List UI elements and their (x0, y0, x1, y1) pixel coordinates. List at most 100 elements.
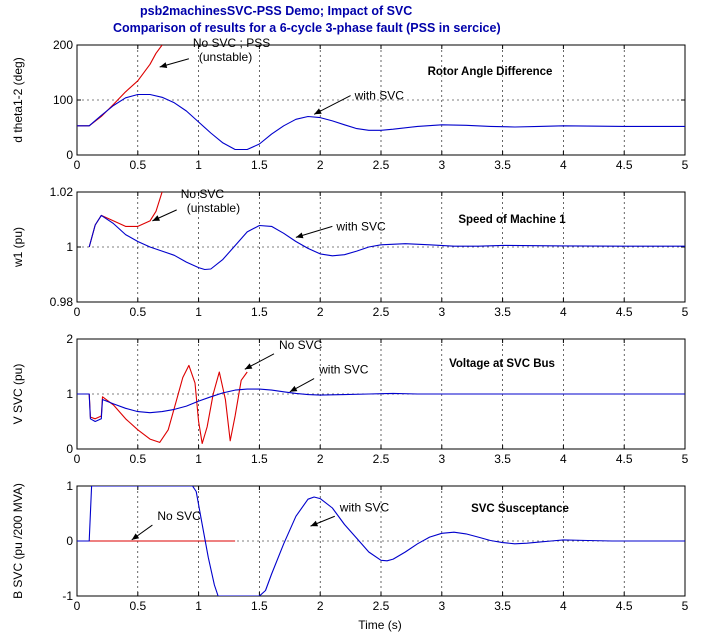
annotation-text: with SVC (354, 89, 405, 103)
y-axis-label: B SVC (pu /200 MVA) (11, 483, 25, 599)
x-tick-label: 5 (682, 599, 689, 613)
x-tick-label: 2.5 (373, 158, 390, 172)
y-tick-label: 2 (66, 332, 73, 346)
annotation-arrow-head (310, 520, 319, 527)
annotation-arrow-head (244, 363, 253, 370)
y-axis-label: d theta1-2 (deg) (11, 57, 25, 142)
x-tick-label: 3.5 (494, 599, 511, 613)
x-tick-label: 0 (74, 452, 81, 466)
annotation-arrow-head (289, 385, 298, 392)
x-tick-label: 1 (195, 158, 202, 172)
series-line-with-svc (77, 388, 685, 423)
annotation-arrow-head (295, 232, 304, 239)
series-line-with-svc (77, 93, 685, 151)
panel-title: Speed of Machine 1 (458, 214, 566, 226)
x-tick-label: 0 (74, 599, 81, 613)
x-tick-label: 3.5 (494, 158, 511, 172)
annotation-arrow-head (159, 62, 168, 68)
x-tick-label: 4.5 (616, 305, 633, 319)
y-tick-label: 0 (66, 442, 73, 456)
x-tick-label: 0 (74, 158, 81, 172)
y-tick-label: 0 (66, 148, 73, 162)
annotation-arrow-head (131, 533, 140, 540)
y-tick-label: 1 (66, 240, 73, 254)
x-tick-label: 0.5 (129, 305, 146, 319)
x-tick-label: 1 (195, 599, 202, 613)
annotation-text: (unstable) (187, 201, 240, 215)
annotation-text: with SVC (318, 363, 369, 377)
x-tick-label: 1 (195, 305, 202, 319)
y-tick-label: 100 (53, 93, 73, 107)
x-tick-label: 0 (74, 305, 81, 319)
x-tick-label: 2.5 (373, 599, 390, 613)
annotation-text: No SVC (279, 338, 323, 352)
annotation-text: (unstable) (199, 50, 252, 64)
x-tick-label: 5 (682, 158, 689, 172)
y-tick-label: -1 (62, 589, 73, 603)
series-group (88, 192, 685, 271)
y-tick-label: 1 (66, 479, 73, 493)
y-axis-label: w1 (pu) (11, 227, 25, 268)
figure-title-line-2: Comparison of results for a 6-cycle 3-ph… (113, 21, 501, 35)
y-tick-label: 1.02 (50, 185, 74, 199)
y-tick-label: 0.98 (50, 295, 74, 309)
x-axis-label: Time (s) (358, 618, 402, 632)
x-tick-label: 3 (438, 305, 445, 319)
x-tick-label: 4 (560, 599, 567, 613)
x-tick-label: 3 (438, 452, 445, 466)
panel-title: Rotor Angle Difference (428, 66, 553, 78)
x-tick-label: 1 (195, 452, 202, 466)
x-tick-label: 0.5 (129, 599, 146, 613)
x-tick-label: 2.5 (373, 305, 390, 319)
x-tick-label: 4.5 (616, 158, 633, 172)
panel-title: Voltage at SVC Bus (449, 358, 555, 370)
x-tick-label: 4.5 (616, 599, 633, 613)
series-group (77, 45, 685, 151)
series-line-with-svc (88, 214, 685, 271)
x-tick-label: 4 (560, 452, 567, 466)
panel-title: SVC Susceptance (471, 503, 569, 515)
x-tick-label: 4 (560, 305, 567, 319)
x-tick-label: 1.5 (251, 452, 268, 466)
x-tick-label: 2 (317, 305, 324, 319)
x-tick-label: 1.5 (251, 599, 268, 613)
x-tick-label: 3 (438, 158, 445, 172)
x-tick-label: 0.5 (129, 452, 146, 466)
panel-3: 0 0.5 1 1.5 2 2.5 3 3.5 4 4.5 5 0 1 2 V SVC (pu) Voltag… (11, 332, 689, 466)
annotation-arrow-head (152, 215, 161, 221)
x-tick-label: 4 (560, 158, 567, 172)
panel-1: 0 0.5 1 1.5 2 2.5 3 3.5 4 4.5 5 0 100 200 d theta1-2 (… (11, 36, 689, 172)
series-line-no-svc (77, 45, 163, 127)
x-tick-label: 2.5 (373, 452, 390, 466)
x-tick-label: 2 (317, 452, 324, 466)
annotation-text: with SVC (339, 500, 390, 514)
x-tick-label: 4.5 (616, 452, 633, 466)
x-tick-label: 3.5 (494, 452, 511, 466)
annotation-text: No SVC (157, 509, 201, 523)
x-tick-label: 2 (317, 599, 324, 613)
figure-title-line-1: psb2machinesSVC-PSS Demo; Impact of SVC (140, 4, 413, 18)
x-tick-label: 3 (438, 599, 445, 613)
x-tick-label: 5 (682, 452, 689, 466)
y-tick-label: 0 (66, 534, 73, 548)
annotation-arrow-head (314, 108, 322, 115)
series-group (77, 364, 685, 445)
series-group (77, 486, 685, 596)
x-tick-label: 1.5 (251, 158, 268, 172)
x-tick-label: 1.5 (251, 305, 268, 319)
y-tick-label: 200 (53, 38, 73, 52)
panel-2: 0 0.5 1 1.5 2 2.5 3 3.5 4 4.5 5 0.98 1 1.02 w1 (pu) Spe… (11, 185, 689, 319)
x-tick-label: 2 (317, 158, 324, 172)
annotation-text: No SVC ; PSS (193, 36, 270, 50)
annotation-text: No SVC (181, 187, 225, 201)
y-tick-label: 1 (66, 387, 73, 401)
x-tick-label: 5 (682, 305, 689, 319)
series-line-no-svc (88, 192, 163, 248)
series-line-with-svc (77, 486, 685, 596)
annotation-text: with SVC (335, 219, 386, 233)
x-tick-label: 3.5 (494, 305, 511, 319)
x-tick-label: 0.5 (129, 158, 146, 172)
